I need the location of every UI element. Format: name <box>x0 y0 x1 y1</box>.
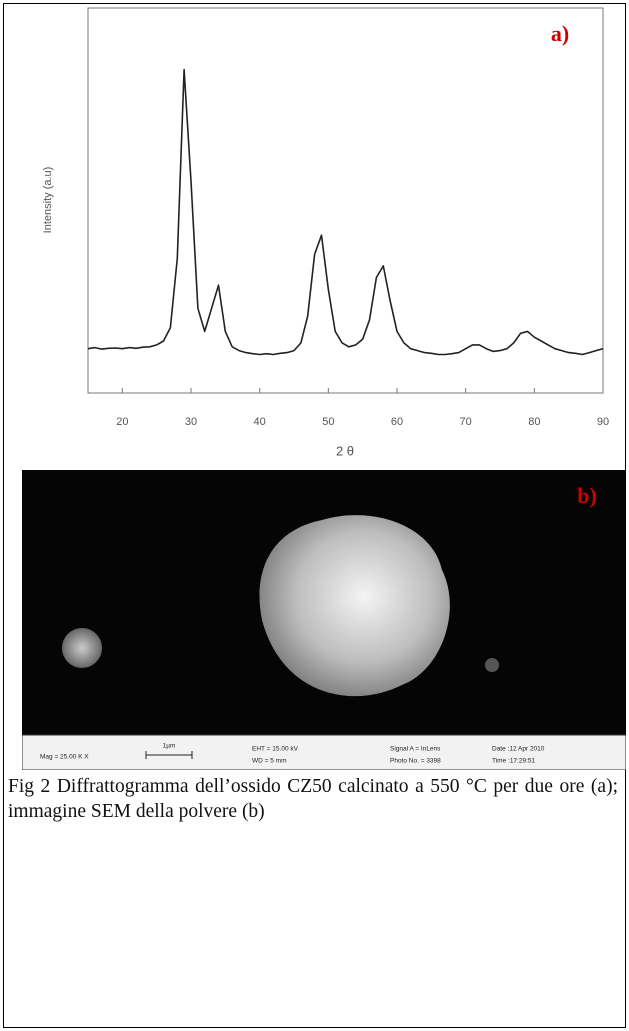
speck <box>485 658 499 672</box>
x-tick-label: 50 <box>322 416 334 428</box>
xrd-chart: a) Intensity (a.u) 2 θ 20 30 40 50 60 70 80 90 <box>42 7 609 458</box>
x-tick-label: 70 <box>460 416 472 428</box>
info-text: Time :17:29:51 <box>492 758 536 765</box>
info-text: WD = 5 mm <box>252 758 287 765</box>
panel-label: a) <box>551 21 569 46</box>
scale-bar <box>145 751 193 759</box>
x-tick-label: 30 <box>185 416 197 428</box>
x-tick-label: 60 <box>391 416 403 428</box>
info-text: EHT = 15.00 kV <box>252 746 299 753</box>
info-text: Date :12 Apr 2010 <box>492 746 545 753</box>
xrd-curve <box>87 68 604 356</box>
particle <box>259 515 450 697</box>
info-text: 1µm <box>163 743 176 750</box>
info-text: Signal A = InLens <box>390 746 441 753</box>
x-tick-label: 20 <box>116 416 128 428</box>
caption: Fig 2 Diffrattogramma dell’ossido CZ50 c… <box>8 776 618 822</box>
info-text: Mag = 25.00 K X <box>40 754 89 761</box>
info-bar <box>22 734 626 770</box>
sem-image: b) Mag = 25.00 K X 1µm EHT = 15.00 kV WD… <box>22 470 626 770</box>
plot-frame <box>87 7 604 394</box>
x-tick-label: 90 <box>597 416 609 428</box>
x-tick-label: 80 <box>528 416 540 428</box>
y-axis-label: Intensity (a.u) <box>42 167 54 234</box>
panel-label: b) <box>577 483 597 508</box>
info-text: Photo No. = 3398 <box>390 758 441 765</box>
x-axis-label: 2 θ <box>336 443 354 458</box>
small-particle <box>62 628 102 668</box>
x-tick-label: 40 <box>254 416 266 428</box>
